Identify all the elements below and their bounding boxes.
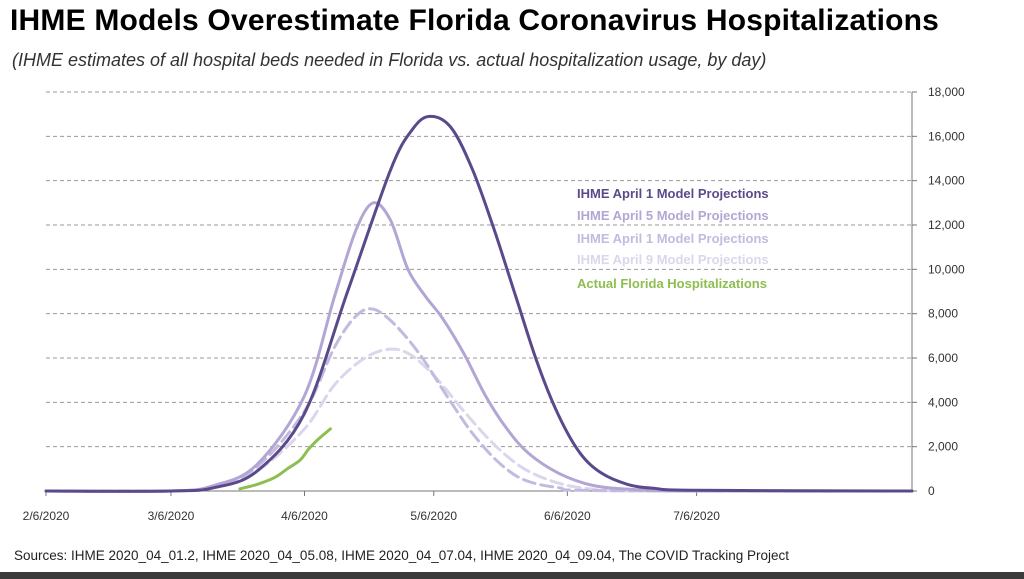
series-line-5 xyxy=(238,427,332,491)
y-tick-label: 4,000 xyxy=(928,395,958,409)
y-tick-label: 10,000 xyxy=(928,262,965,276)
x-axis: 2/6/2020 3/6/2020 4/6/2020 5/6/2020 6/6/2020… xyxy=(23,490,912,523)
chart-title: IHME Models Overestimate Florida Coronav… xyxy=(10,4,940,37)
y-tick-label: 12,000 xyxy=(928,218,965,232)
series-line-2 xyxy=(44,201,914,493)
x-tick-label: 5/6/2020 xyxy=(410,509,457,523)
y-tick-label: 0 xyxy=(928,484,935,498)
series-lines xyxy=(44,114,914,493)
x-tick-label: 7/6/2020 xyxy=(673,509,720,523)
series-line-4 xyxy=(44,347,914,493)
y-tick-label: 2,000 xyxy=(928,440,958,454)
y-axis: 0 2,000 4,000 6,000 8,000 10,000 12,000 14,000 1… xyxy=(911,85,965,498)
y-tick-label: 14,000 xyxy=(928,174,965,188)
legend-entry: IHME April 5 Model Projections xyxy=(577,208,769,223)
legend-entry: IHME April 9 Model Projections xyxy=(577,252,769,267)
x-tick-label: 2/6/2020 xyxy=(23,509,70,523)
legend-entry: IHME April 1 Model Projections xyxy=(577,186,769,201)
sources-note: Sources: IHME 2020_04_01.2, IHME 2020_04… xyxy=(14,548,789,563)
x-tick-label: 6/6/2020 xyxy=(544,509,591,523)
gridlines xyxy=(46,91,912,448)
legend: IHME April 1 Model Projections IHME April… xyxy=(577,186,769,291)
chart-subtitle: (IHME estimates of all hospital beds nee… xyxy=(12,50,767,70)
legend-entry: Actual Florida Hospitalizations xyxy=(577,276,767,291)
y-tick-label: 8,000 xyxy=(928,307,958,321)
bottom-bar xyxy=(0,572,1024,579)
y-tick-label: 16,000 xyxy=(928,129,965,143)
y-tick-label: 18,000 xyxy=(928,85,965,99)
legend-entry: IHME April 1 Model Projections xyxy=(577,231,769,246)
series-line-1 xyxy=(44,114,914,493)
y-tick-label: 6,000 xyxy=(928,351,958,365)
series-line-3 xyxy=(44,307,914,493)
x-tick-label: 4/6/2020 xyxy=(281,509,328,523)
x-tick-label: 3/6/2020 xyxy=(148,509,195,523)
